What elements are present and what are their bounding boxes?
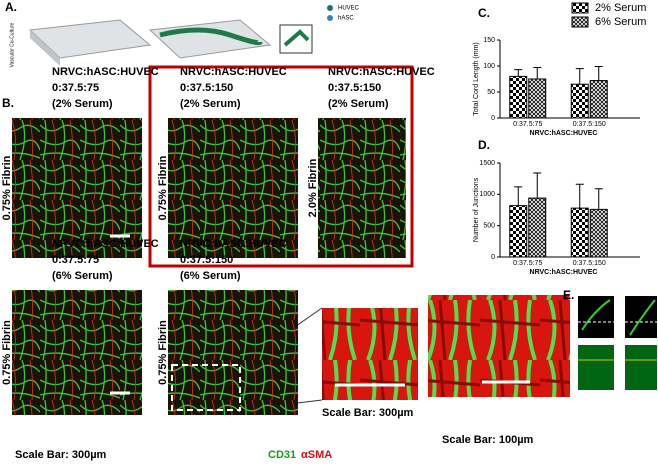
error-bar — [533, 67, 542, 79]
y-tick-label: 50 — [487, 89, 495, 96]
y-axis-label: Number of Junctions — [473, 177, 480, 242]
x-tick-label: 0:37.5:75 — [513, 121, 542, 128]
panel-label: C. — [478, 6, 490, 20]
e-image — [625, 345, 657, 390]
y-tick-label: 1500 — [479, 160, 495, 167]
error-bar — [533, 172, 542, 199]
legend-text: hASC — [338, 16, 354, 22]
micrograph — [168, 118, 298, 258]
image-header: 0:37.5:150 — [180, 254, 233, 266]
legend-swatch — [571, 16, 589, 28]
legend-label: 2% Serum — [595, 2, 646, 14]
panel-label: E. — [563, 288, 574, 302]
image-header: 0:37.5:75 — [52, 254, 99, 266]
e-image — [578, 345, 614, 390]
error-bar — [575, 68, 584, 85]
error-bar — [514, 186, 523, 206]
bar — [589, 208, 608, 258]
image-header: NRVC:hASC:HUVEC — [52, 238, 159, 250]
y-tick-label: 0 — [491, 254, 495, 261]
hasc-icon — [327, 15, 333, 21]
well-schematic — [148, 19, 272, 59]
stain-label: CD31 — [268, 449, 296, 461]
x-axis-label: NRVC:hASC:HUVEC — [530, 130, 598, 137]
x-tick-label: 0:37.5:75 — [513, 260, 542, 267]
panel-label: D. — [478, 138, 490, 152]
well-side — [30, 30, 60, 66]
error-bar — [575, 183, 584, 209]
image-header: 0:37.5:150 — [328, 82, 381, 94]
image-header: 0:37.5:75 — [52, 82, 99, 94]
side-label: 0.75% Fibrin — [157, 155, 169, 220]
legend-label: 6% Serum — [595, 16, 646, 28]
roi-box — [171, 364, 241, 411]
inset-cell — [283, 29, 310, 47]
image-header: 0:37.5:150 — [180, 82, 233, 94]
scale-caption: Scale Bar: 300µm — [15, 449, 107, 461]
y-tick-label: 150 — [483, 37, 495, 44]
scale-caption: Scale Bar: 300µm — [322, 407, 414, 419]
legend-text: HUVEC — [338, 6, 360, 12]
image-header: (2% Serum) — [52, 98, 113, 110]
bar — [570, 83, 589, 119]
highlight-box — [148, 65, 414, 268]
e-image — [578, 296, 614, 338]
huvec-icon — [327, 5, 333, 11]
x-tick-label: 0:37.5:150 — [573, 260, 606, 267]
side-label: Vascular Co-Culture — [9, 22, 15, 67]
bar — [528, 78, 547, 119]
x-axis-label: NRVC:hASC:HUVEC — [530, 269, 598, 276]
error-bar — [594, 188, 603, 210]
side-label: 0.75% Fibrin — [1, 320, 13, 385]
image-header: (6% Serum) — [180, 270, 241, 282]
side-label: 2.0% Fibrin — [307, 158, 319, 217]
y-tick-label: 0 — [491, 115, 495, 122]
image-header: (2% Serum) — [180, 98, 241, 110]
panel-e — [578, 296, 657, 390]
micrograph — [318, 118, 406, 258]
scale-caption: Scale Bar: 100µm — [442, 434, 534, 446]
bar — [509, 205, 528, 258]
x-tick-label: 0:37.5:150 — [573, 121, 606, 128]
micrograph — [12, 290, 142, 415]
e-vessel — [581, 299, 656, 336]
y-tick-label: 100 — [483, 63, 495, 70]
error-bar — [594, 66, 603, 81]
side-label: 0.75% Fibrin — [157, 320, 169, 385]
panel-a — [28, 5, 333, 66]
y-tick-label: 1000 — [479, 191, 495, 198]
side-label: 0.75% Fibrin — [1, 155, 13, 220]
image-header: NRVC:hASC:HUVEC — [52, 66, 159, 78]
panel-label: A. — [5, 0, 17, 14]
y-tick-label: 500 — [483, 223, 495, 230]
panel-label: B. — [2, 96, 14, 110]
bar — [509, 75, 528, 119]
image-header: NRVC:hASC:HUVEC — [180, 66, 287, 78]
image-header: (2% Serum) — [328, 98, 389, 110]
image-header: (6% Serum) — [52, 270, 113, 282]
micrograph — [168, 290, 298, 415]
bar — [528, 197, 547, 258]
legend-swatch — [571, 2, 589, 14]
zoom-image — [428, 295, 570, 397]
y-axis-label: Total Cord Length (mm) — [473, 42, 480, 116]
bar — [570, 207, 589, 258]
image-header: NRVC:hASC:HUVEC — [328, 66, 435, 78]
image-header: NRVC:hASC:HUVEC — [180, 238, 287, 250]
error-bar — [514, 69, 523, 77]
vessel-network — [159, 27, 263, 46]
bar — [589, 80, 608, 119]
stain-label: αSMA — [301, 449, 332, 461]
